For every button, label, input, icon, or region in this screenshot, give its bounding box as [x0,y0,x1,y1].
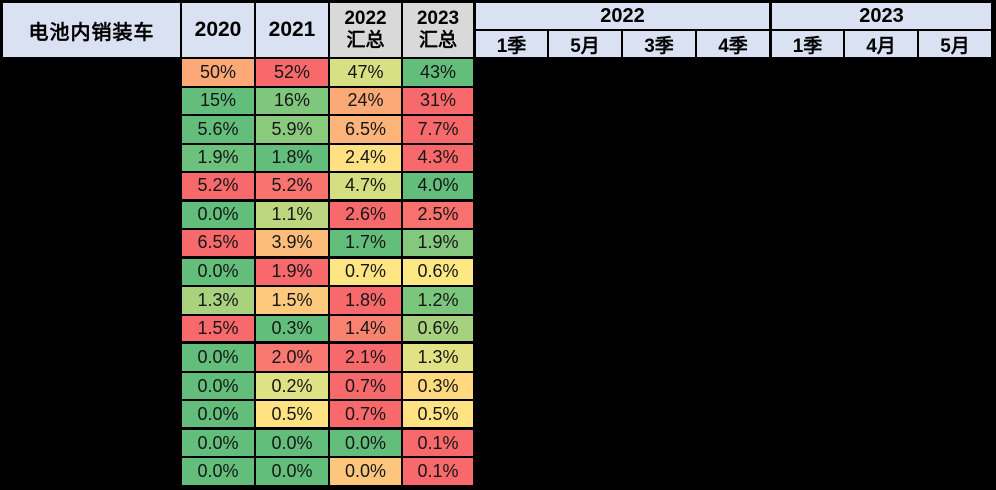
sub-header-2023-q1[interactable]: 1季 [771,31,845,59]
heatmap-cell[interactable]: 52% [256,59,330,88]
heatmap-cell[interactable]: 15% [182,87,256,117]
heatmap-cell[interactable]: 0.7% [330,258,403,288]
heatmap-cell[interactable]: 1.2% [403,287,475,316]
heatmap-cell[interactable]: 0.0% [182,372,256,402]
heatmap-cell[interactable]: 2.1% [330,344,403,373]
heatmap-grid: 50% 52% 47% 43% 15% 16% 24% 31% 5.6% 5.9% 6.5% 7.7%… [182,59,475,487]
heatmap-cell[interactable]: 0.6% [403,315,475,345]
redacted-row-labels [3,59,182,487]
heatmap-cell[interactable]: 6.5% [330,116,403,145]
heatmap-cell[interactable]: 5.2% [182,173,256,202]
group-header-2023-label: 2023 [859,4,904,27]
heatmap-cell[interactable]: 0.0% [182,401,256,430]
heatmap-cell[interactable]: 50% [182,59,256,88]
heatmap-cell[interactable]: 1.1% [256,201,330,231]
heatmap-cell[interactable]: 0.6% [403,258,475,288]
col-header-2022-total-line2: 汇总 [346,30,385,51]
col-header-2021-label: 2021 [268,18,316,41]
sub-header-label: 1季 [496,35,527,57]
heatmap-cell[interactable]: 7.7% [403,116,475,145]
heatmap-cell[interactable]: 5.9% [256,116,330,145]
heatmap-cell[interactable]: 0.0% [182,429,256,459]
heatmap-cell[interactable]: 0.1% [403,458,475,487]
heatmap-cell[interactable]: 0.0% [182,201,256,231]
sub-header-label: 1季 [792,35,823,57]
group-header-2022-label: 2022 [600,4,645,27]
table-header: 电池内销装车 2020 2021 2022 汇总 2023 汇总 2022 20… [3,3,993,59]
sub-header-2022-q1[interactable]: 1季 [475,31,549,59]
heatmap-cell[interactable]: 0.0% [330,429,403,459]
heatmap-cell[interactable]: 1.9% [182,144,256,174]
heatmap-cell[interactable]: 1.7% [330,230,403,259]
heatmap-cell[interactable]: 31% [403,87,475,117]
col-header-2023-total-line2: 汇总 [418,30,457,51]
heatmap-cell[interactable]: 1.4% [330,315,403,345]
heatmap-cell[interactable]: 5.2% [256,173,330,202]
sub-header-2022-q3[interactable]: 3季 [623,31,697,59]
heatmap-cell[interactable]: 0.0% [182,458,256,487]
heatmap-cell[interactable]: 4.0% [403,173,475,202]
sub-header-label: 4月 [866,35,896,57]
heatmap-cell[interactable]: 0.5% [256,401,330,430]
table-body: 50% 52% 47% 43% 15% 16% 24% 31% 5.6% 5.9% 6.5% 7.7%… [3,59,993,487]
heatmap-cell[interactable]: 16% [256,87,330,117]
sub-header-label: 5月 [940,35,970,57]
table-title-cell[interactable]: 电池内销装车 [3,3,182,59]
heatmap-cell[interactable]: 0.0% [182,344,256,373]
group-header-2022[interactable]: 2022 [475,3,771,31]
sub-header-label: 3季 [644,35,674,57]
heatmap-cell[interactable]: 47% [330,59,403,88]
sub-header-2022-q4[interactable]: 4季 [697,31,771,59]
heatmap-cell[interactable]: 2.4% [330,144,403,174]
heatmap-cell[interactable]: 1.9% [256,258,330,288]
redacted-period-data [475,59,993,487]
col-header-2020-label: 2020 [194,18,242,41]
heatmap-cell[interactable]: 1.5% [182,315,256,345]
table-title: 电池内销装车 [28,21,155,44]
col-header-2021[interactable]: 2021 [256,3,330,59]
heatmap-cell[interactable]: 0.0% [256,429,330,459]
sub-header-label: 5月 [570,35,600,57]
heatmap-cell[interactable]: 4.7% [330,173,403,202]
col-header-2020[interactable]: 2020 [182,3,256,59]
col-header-2023-total[interactable]: 2023 汇总 [403,3,475,59]
col-header-2022-total-line1: 2022 [344,8,387,30]
col-header-2022-total[interactable]: 2022 汇总 [330,3,403,59]
heatmap-cell[interactable]: 3.9% [256,230,330,259]
sub-header-label: 4季 [718,35,748,57]
heatmap-cell[interactable]: 2.6% [330,201,403,231]
heatmap-cell[interactable]: 1.3% [182,287,256,316]
heatmap-cell[interactable]: 0.3% [256,315,330,345]
heatmap-cell[interactable]: 1.9% [403,230,475,259]
heatmap-cell[interactable]: 0.7% [330,401,403,430]
heatmap-cell[interactable]: 1.5% [256,287,330,316]
heatmap-cell[interactable]: 4.3% [403,144,475,174]
heatmap-cell[interactable]: 24% [330,87,403,117]
heatmap-cell[interactable]: 0.5% [403,401,475,430]
heatmap-cell[interactable]: 1.8% [256,144,330,174]
sub-header-2023-may[interactable]: 5月 [919,31,993,59]
col-header-2023-total-line1: 2023 [416,8,460,30]
sub-header-2022-may[interactable]: 5月 [549,31,623,59]
heatmap-cell[interactable]: 0.0% [330,458,403,487]
heatmap-cell[interactable]: 0.0% [256,458,330,487]
heatmap-cell[interactable]: 2.5% [403,201,475,231]
heatmap-cell[interactable]: 0.7% [330,372,403,402]
heatmap-cell[interactable]: 5.6% [182,116,256,145]
heatmap-cell[interactable]: 0.0% [182,258,256,288]
heatmap-cell[interactable]: 6.5% [182,230,256,259]
group-header-2023[interactable]: 2023 [771,3,993,31]
sub-header-2023-apr[interactable]: 4月 [845,31,919,59]
heatmap-cell[interactable]: 43% [403,59,475,88]
heatmap-cell[interactable]: 0.1% [403,429,475,459]
heatmap-cell[interactable]: 2.0% [256,344,330,373]
heatmap-cell[interactable]: 1.8% [330,287,403,316]
heatmap-cell[interactable]: 0.2% [256,372,330,402]
heatmap-cell[interactable]: 1.3% [403,344,475,373]
heatmap-cell[interactable]: 0.3% [403,372,475,402]
